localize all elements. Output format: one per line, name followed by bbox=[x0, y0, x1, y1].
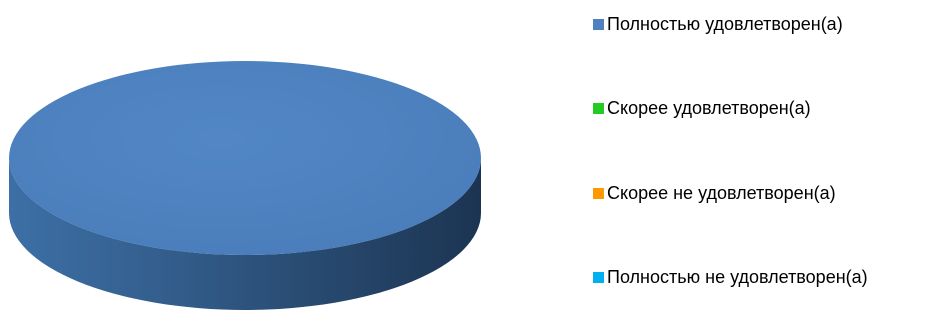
pie-slice-side-0 bbox=[9, 158, 481, 310]
legend-label: Скорее не удовлетворен(а) bbox=[607, 183, 836, 203]
legend: Полностью удовлетворен(а) Скорее удовлетв… bbox=[593, 0, 933, 334]
legend-swatch bbox=[593, 271, 604, 283]
legend-label: Полностью удовлетворен(а) bbox=[607, 14, 843, 34]
legend-swatch bbox=[593, 102, 604, 114]
pie-slice-0 bbox=[9, 61, 481, 255]
legend-item: Скорее не удовлетворен(а) bbox=[593, 182, 836, 204]
pie-plot-area bbox=[9, 61, 481, 310]
legend-item: Скорее удовлетворен(а) bbox=[593, 97, 811, 119]
legend-swatch bbox=[593, 18, 604, 30]
legend-swatch bbox=[593, 187, 604, 199]
legend-item: Полностью не удовлетворен(а) bbox=[593, 266, 868, 288]
legend-label: Скорее удовлетворен(а) bbox=[607, 98, 811, 118]
legend-item: Полностью удовлетворен(а) bbox=[593, 13, 843, 35]
pie-slices bbox=[9, 61, 481, 310]
legend-label: Полностью не удовлетворен(а) bbox=[607, 267, 868, 287]
